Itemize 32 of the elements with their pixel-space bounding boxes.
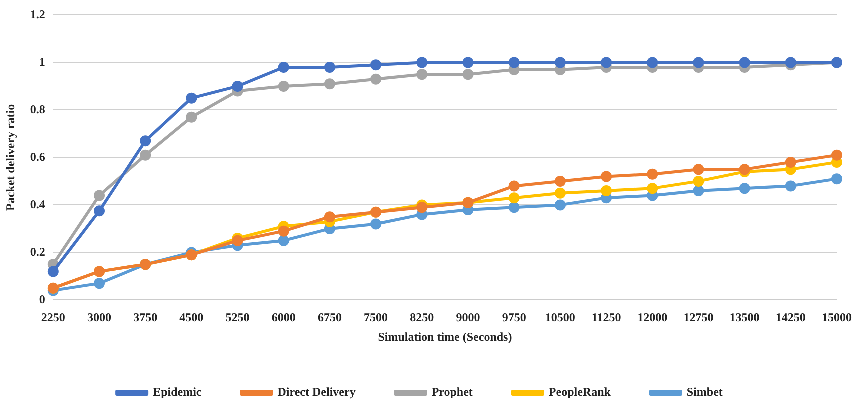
x-tick-label: 7500 (364, 310, 388, 324)
legend-label: Simbet (686, 385, 723, 400)
x-tick-label: 15000 (822, 310, 852, 324)
x-tick-label: 13500 (730, 310, 760, 324)
x-tick-label: 14250 (776, 310, 806, 324)
x-tick-label: 10500 (545, 310, 576, 324)
y-axis-title: Packet delivery ratio (3, 104, 18, 212)
x-tick-label: 5250 (226, 310, 250, 324)
x-tick-label: 12000 (638, 310, 668, 324)
x-tick-label: 2250 (41, 310, 66, 324)
x-tick-label: 9000 (456, 310, 480, 324)
y-tick-label: 0.8 (30, 102, 46, 116)
legend-label: PeopleRank (548, 385, 612, 400)
legend-label: Direct Delivery (278, 385, 356, 400)
legend-label: Epidemic (153, 385, 202, 400)
legend-label: Prophet (432, 385, 473, 400)
x-tick-label: 3750 (134, 310, 158, 324)
x-tick-label: 12750 (684, 310, 714, 324)
x-tick-label: 4500 (180, 310, 204, 324)
y-tick-label: 0 (39, 292, 46, 306)
x-tick-label: 11250 (592, 310, 622, 324)
y-tick-label: 0.6 (30, 150, 46, 164)
x-tick-label: 6000 (272, 310, 296, 324)
x-axis-title: Simulation time (Seconds) (378, 330, 512, 344)
x-tick-label: 3000 (87, 310, 112, 324)
x-tick-label: 9750 (502, 310, 526, 324)
y-tick-label: 0.4 (30, 197, 46, 212)
x-tick-label: 6750 (318, 310, 342, 324)
y-tick-label: 1 (39, 54, 46, 69)
y-tick-label: 0.2 (30, 244, 46, 259)
y-tick-label: 1.2 (30, 7, 46, 22)
x-tick-label: 8250 (410, 310, 434, 324)
